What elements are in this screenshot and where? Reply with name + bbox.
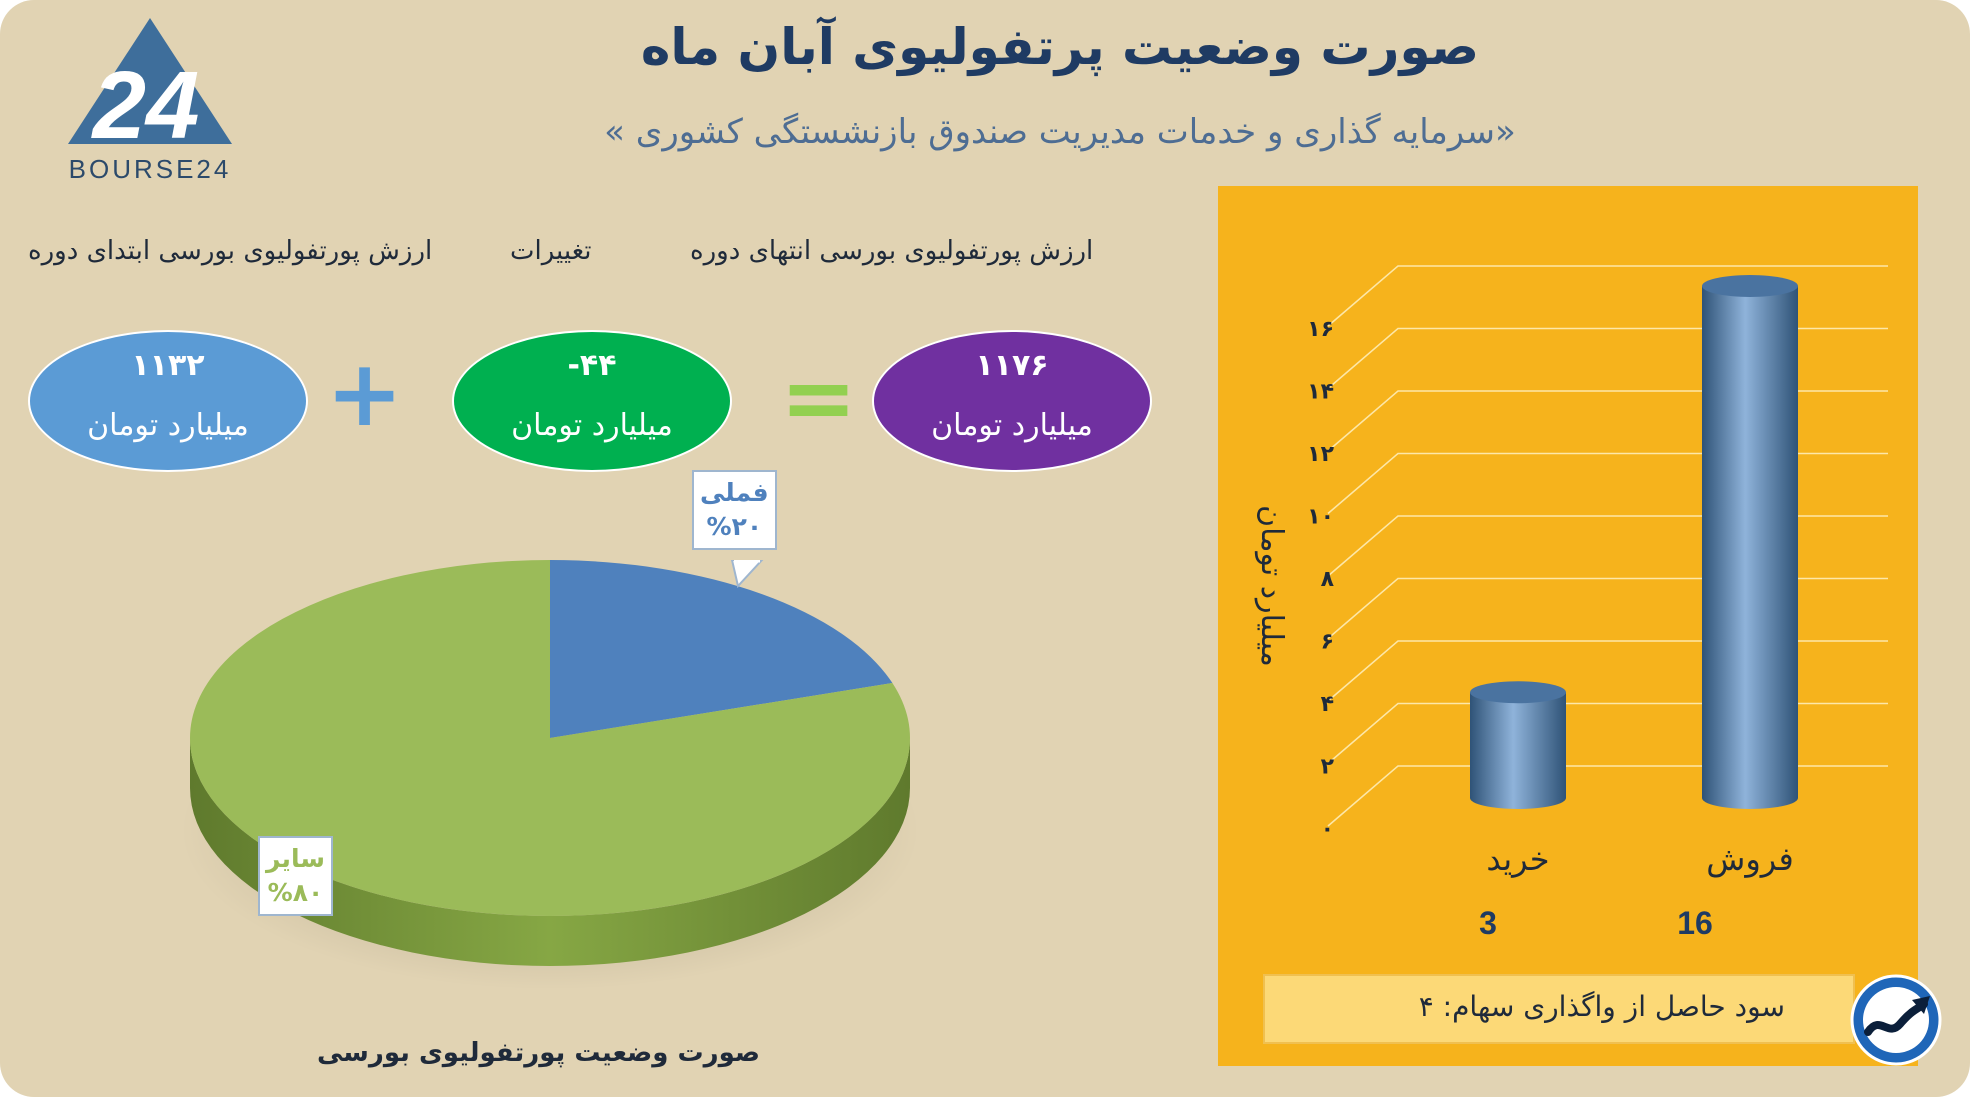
profit-box: سود حاصل از واگذاری سهام: ۴ <box>1263 974 1855 1044</box>
end-value-label: ارزش پورتفولیوی بورسی انتهای دوره <box>690 236 1094 266</box>
y-tick-label: ۱۴ <box>1307 380 1334 405</box>
start-value-oval: ۱۱۳۲ میلیارد تومان <box>28 330 308 472</box>
grid-line <box>1327 390 1888 452</box>
other-callout: سایر %۸۰ <box>258 836 333 916</box>
y-tick-label: ۱۰ <box>1307 505 1334 530</box>
profit-text: سود حاصل از واگذاری سهام: ۴ <box>1418 990 1785 1023</box>
x-category-label: فروش <box>1706 840 1793 878</box>
bar-1 <box>1702 286 1798 809</box>
pie-slice-0 <box>550 560 893 738</box>
y-tick-label: ۱۶ <box>1307 317 1334 342</box>
y-tick-label: ۰ <box>1321 817 1334 842</box>
faml-callout: فملی %۲۰ <box>692 470 777 550</box>
pie-side-depth <box>190 738 910 966</box>
grid-line <box>1327 452 1888 515</box>
change-value-unit: میلیارد تومان <box>511 408 673 443</box>
end-value: ۱۱۷۶ <box>975 348 1049 383</box>
change-label: تغییرات <box>510 236 592 266</box>
grid-line <box>1327 765 1888 827</box>
logo-text: BOURSE24 <box>69 154 232 184</box>
end-value-oval: ۱۱۷۶ میلیارد تومان <box>872 330 1152 472</box>
logo-digits: 24 <box>91 52 200 159</box>
trade-bar-chart: ۰ ۲ ۴ ۶ ۸ ۱۰ ۱۲ ۱۴ ۱۶ خرید 3 فروش 16 میلیارد تومان <box>1254 265 1888 941</box>
start-value-label: ارزش پورتفولیوی بورسی ابتدای دوره <box>28 236 433 266</box>
equals-sign: = <box>780 344 858 451</box>
bar-value-label: 16 <box>1677 905 1713 941</box>
end-value-unit: میلیارد تومان <box>931 408 1093 443</box>
trade-bar-chart-panel <box>1218 186 1918 1066</box>
y-tick-label: ۶ <box>1321 630 1334 655</box>
grid-line <box>1327 640 1888 702</box>
bar-0 <box>1470 692 1566 809</box>
grid-line <box>1327 702 1888 765</box>
y-tick-label: ۱۲ <box>1307 442 1334 467</box>
bar-top-1 <box>1702 275 1798 297</box>
pie-caption: صورت وضعیت پورتفولیوی بورسی <box>317 1038 760 1068</box>
portfolio-pie-chart <box>180 560 920 990</box>
grid-line <box>1327 577 1888 640</box>
other-percent: %۸۰ <box>267 878 324 907</box>
pie-side-wall <box>190 738 910 966</box>
change-value-oval: -۴۴ میلیارد تومان <box>452 330 732 472</box>
plus-sign: + <box>326 340 404 447</box>
grid-line <box>1327 265 1888 327</box>
y-tick-label: ۸ <box>1321 567 1335 592</box>
y-axis-label: میلیارد تومان <box>1254 505 1289 667</box>
bar-top-0 <box>1470 681 1566 704</box>
start-value-unit: میلیارد تومان <box>87 408 249 443</box>
bourse24-logo: 24 BOURSE24 <box>68 18 232 184</box>
x-category-label: خرید <box>1486 840 1549 878</box>
bar-value-label: 3 <box>1479 905 1497 941</box>
start-value: ۱۱۳۲ <box>131 348 205 383</box>
trend-up-icon <box>1850 974 1942 1066</box>
y-tick-label: ۲ <box>1321 755 1335 780</box>
faml-percent: %۲۰ <box>706 512 763 541</box>
y-tick-label: ۴ <box>1321 692 1334 717</box>
page-subtitle: «سرمایه گذاری و خدمات مدیریت صندوق بازنش… <box>604 112 1516 152</box>
other-name: سایر <box>266 844 325 873</box>
page-title: صورت وضعیت پرتفولیوی آبان ماه <box>640 18 1480 76</box>
faml-name: فملی <box>700 478 769 507</box>
grid-line <box>1327 515 1888 577</box>
change-value: -۴۴ <box>567 348 617 383</box>
grid-line <box>1327 327 1888 390</box>
faml-callout-pointer <box>730 560 764 589</box>
pie-slice-1 <box>189 560 910 916</box>
